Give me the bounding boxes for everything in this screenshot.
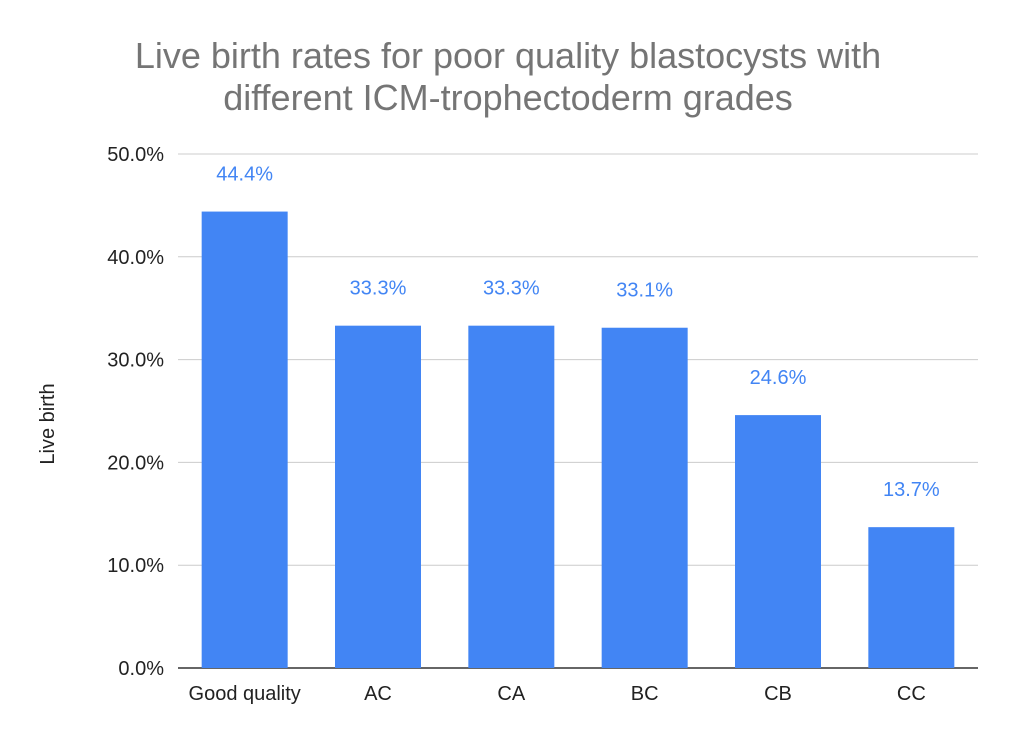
data-label: 13.7%	[883, 479, 940, 501]
chart-title-line-1: Live birth rates for poor quality blasto…	[135, 35, 881, 76]
bar-cb	[735, 415, 821, 668]
gridlines	[178, 153, 978, 669]
bars	[201, 211, 955, 668]
y-tick-label: 50.0%	[107, 144, 164, 166]
data-label: 24.6%	[750, 367, 807, 389]
y-tick-label: 10.0%	[107, 555, 164, 577]
y-axis-ticks: 0.0% 10.0% 20.0% 30.0% 40.0% 50.0%	[107, 144, 164, 680]
y-axis-title: Live birth	[37, 383, 59, 464]
data-label: 33.3%	[483, 278, 540, 300]
x-tick-label: BC	[631, 683, 659, 705]
data-labels: 44.4% 33.3% 33.3% 33.1% 24.6% 13.7%	[216, 164, 940, 502]
data-label: 33.1%	[616, 280, 673, 302]
data-label: 44.4%	[216, 164, 273, 186]
x-tick-label: Good quality	[189, 683, 301, 705]
x-tick-label: CA	[497, 683, 525, 705]
y-tick-label: 40.0%	[107, 247, 164, 269]
data-label: 33.3%	[350, 278, 407, 300]
bar-bc	[601, 327, 688, 668]
bar-ca	[468, 325, 555, 668]
bar-good-quality	[201, 211, 288, 668]
chart-title-line-2: different ICM-trophectoderm grades	[223, 77, 793, 118]
bar-ac	[335, 325, 421, 668]
bar-cc	[868, 527, 955, 668]
y-tick-label: 0.0%	[118, 658, 164, 680]
y-tick-label: 30.0%	[107, 350, 164, 372]
x-tick-label: AC	[364, 683, 392, 705]
y-tick-label: 20.0%	[107, 452, 164, 474]
x-tick-label: CC	[897, 683, 926, 705]
x-tick-label: CB	[764, 683, 792, 705]
x-axis-ticks: Good quality AC CA BC CB CC	[189, 683, 926, 705]
